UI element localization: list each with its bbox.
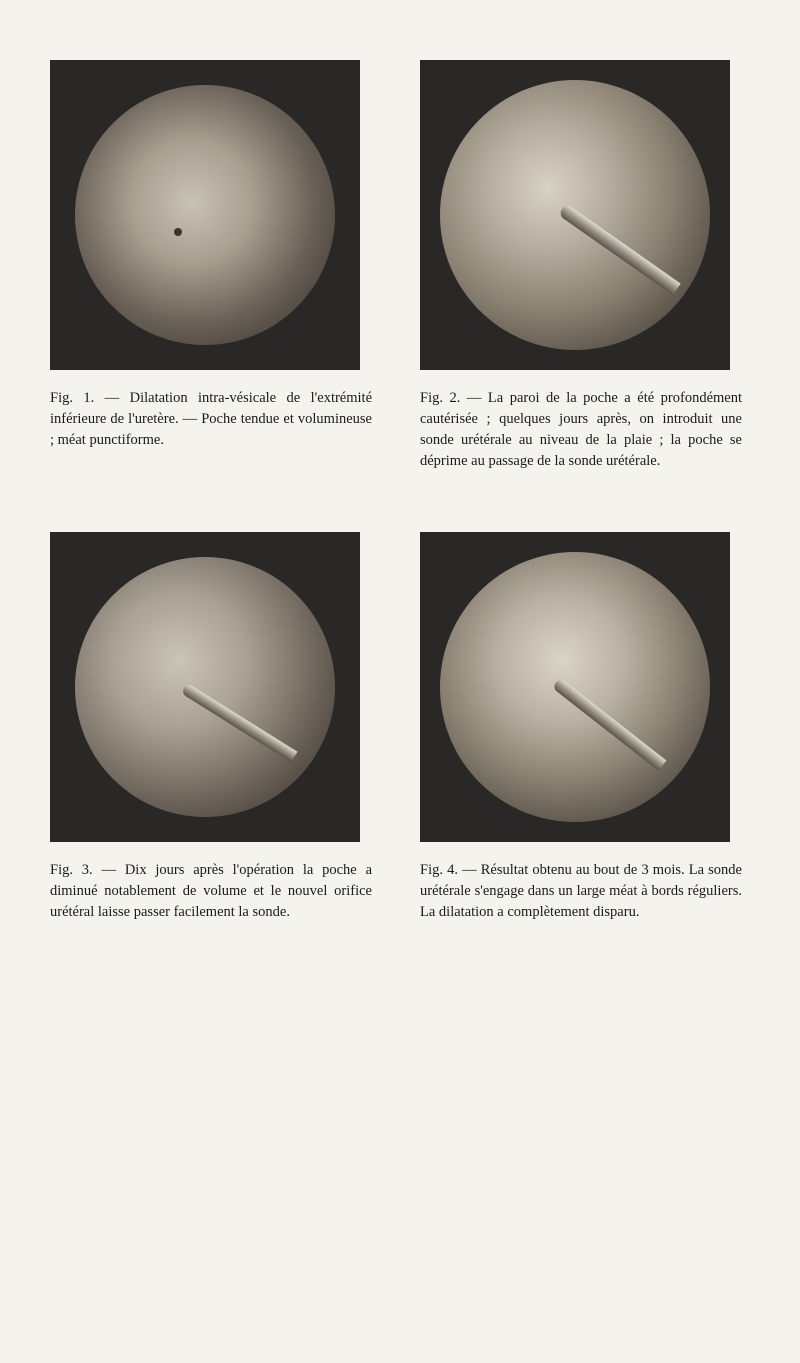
figure-1-caption: Fig. 1. — Dilatation intra-vésicale de l… — [50, 388, 380, 472]
figure-1-block — [50, 60, 380, 388]
figure-4-block — [420, 532, 750, 860]
meatus-dot-icon — [174, 228, 182, 236]
probe-icon — [181, 683, 298, 762]
endoscopic-view-icon — [440, 552, 710, 822]
figure-label: Fig. 2. — [420, 390, 460, 406]
figure-4-caption: Fig. 4. — Résultat obtenu au bout de 3 m… — [420, 860, 750, 923]
figure-label: Fig. 4. — [420, 862, 458, 878]
caption-text: — Résultat obtenu au bout de 3 mois. La … — [420, 862, 742, 920]
endoscopic-view-icon — [440, 80, 710, 350]
probe-icon — [557, 203, 680, 295]
figure-1-image — [50, 60, 360, 370]
figure-2-image — [420, 60, 730, 370]
endoscopic-view-icon — [75, 557, 335, 817]
figure-4-image — [420, 532, 730, 842]
caption-text: — Dix jours après l'opéra­tion la poche … — [50, 862, 372, 920]
figure-3-caption: Fig. 3. — Dix jours après l'opéra­tion l… — [50, 860, 380, 923]
figure-2-caption: Fig. 2. — La paroi de la poche a été pro… — [420, 388, 750, 472]
probe-icon — [552, 678, 666, 771]
caption-text: — Dilatation intra-vésicale de l'extrémi… — [50, 390, 372, 448]
caption-text: — La paroi de la poche a été profondémen… — [420, 390, 742, 469]
page-grid: Fig. 1. — Dilatation intra-vésicale de l… — [50, 60, 750, 923]
figure-label: Fig. 3. — [50, 862, 93, 878]
figure-3-image — [50, 532, 360, 842]
figure-2-block — [420, 60, 750, 388]
endoscopic-view-icon — [75, 85, 335, 345]
figure-3-block — [50, 532, 380, 860]
figure-label: Fig. 1. — [50, 390, 94, 406]
